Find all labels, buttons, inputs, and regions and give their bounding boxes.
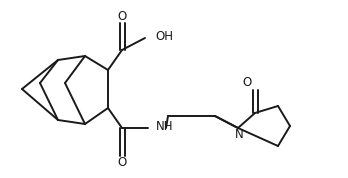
Text: O: O <box>242 77 252 90</box>
Text: O: O <box>117 9 127 22</box>
Text: N: N <box>235 129 243 142</box>
Text: OH: OH <box>155 30 173 43</box>
Text: NH: NH <box>156 119 174 132</box>
Text: O: O <box>117 156 127 169</box>
